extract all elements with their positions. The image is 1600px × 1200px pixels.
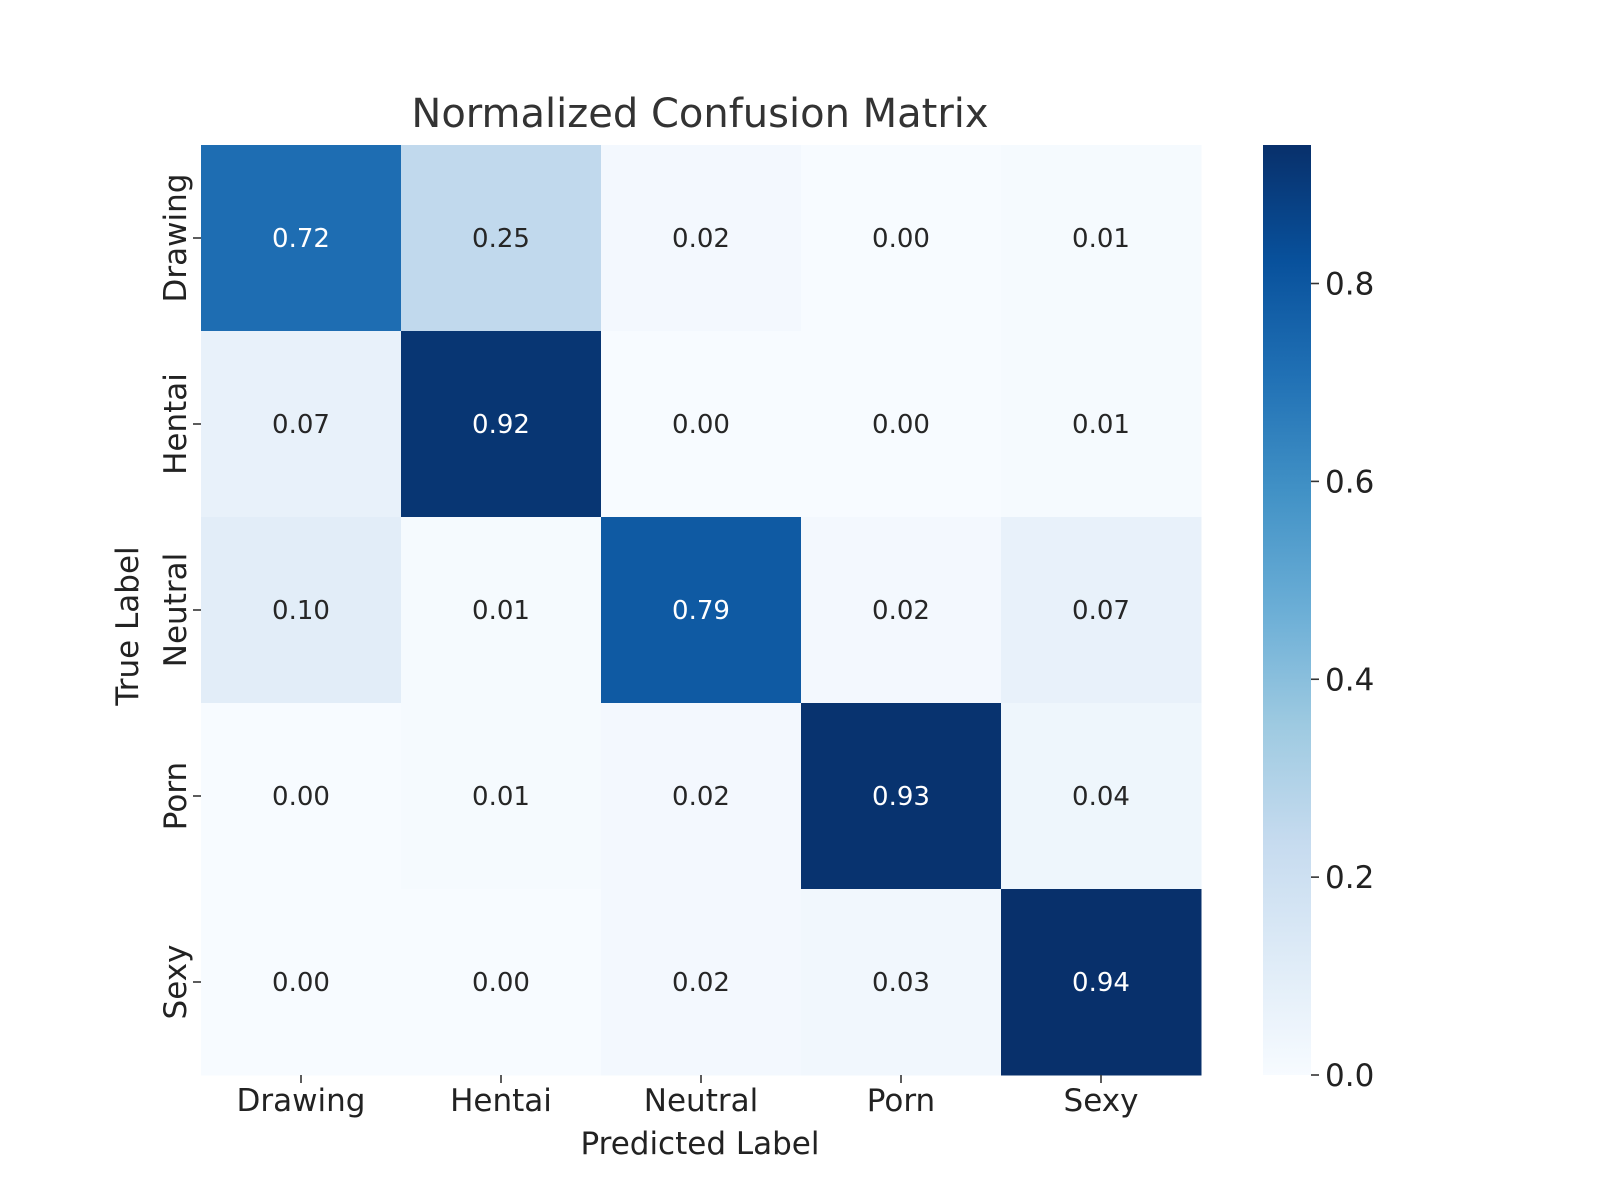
colorbar: [1263, 145, 1311, 1075]
x-tick-label: Porn: [867, 1083, 935, 1119]
y-tick-label: Hentai: [158, 373, 194, 475]
y-axis-ticks: Drawing Hentai Neutral Porn Sexy: [158, 174, 201, 1020]
cell-value-label: 0.25: [472, 224, 530, 254]
heatmap-cell-drawing-porn: [801, 145, 1002, 332]
heatmap-cell-sexy-porn: [801, 889, 1002, 1076]
cell-value-label: 0.72: [272, 224, 330, 254]
colorbar-tick-label: 0.0: [1325, 1058, 1374, 1094]
heatmap-cells: [201, 145, 1202, 1076]
x-axis-label: Predicted Label: [580, 1126, 819, 1162]
heatmap-cell-porn-drawing: [201, 703, 402, 890]
x-tick-label: Drawing: [237, 1083, 366, 1119]
heatmap-cell-drawing-hentai: [401, 145, 602, 332]
heatmap-cell-neutral-porn: [801, 517, 1002, 704]
heatmap-cell-neutral-neutral: [601, 517, 802, 704]
y-tick-label: Neutral: [158, 553, 194, 667]
heatmap-cell-porn-neutral: [601, 703, 802, 890]
colorbar-tick-label: 0.2: [1325, 860, 1374, 896]
cell-value-label: 0.02: [672, 968, 730, 998]
colorbar-tick-label: 0.8: [1325, 267, 1374, 303]
heatmap-cell-porn-hentai: [401, 703, 602, 890]
cell-value-label: 0.00: [872, 410, 930, 440]
heatmap-cell-sexy-drawing: [201, 889, 402, 1076]
y-tick-label: Porn: [158, 762, 194, 830]
cell-value-label: 0.79: [672, 596, 730, 626]
cell-value-label: 0.04: [1072, 782, 1130, 812]
heatmap-cell-porn-sexy: [1001, 703, 1202, 890]
cell-value-label: 0.02: [672, 224, 730, 254]
heatmap-cell-hentai-porn: [801, 331, 1002, 518]
cell-value-label: 0.01: [1072, 410, 1130, 440]
heatmap-cell-neutral-hentai: [401, 517, 602, 704]
cell-value-label: 0.92: [472, 410, 530, 440]
x-tick-label: Hentai: [450, 1083, 552, 1119]
heatmap-cell-drawing-neutral: [601, 145, 802, 332]
cell-value-label: 0.00: [472, 968, 530, 998]
cell-value-label: 0.03: [872, 968, 930, 998]
colorbar-tick-label: 0.4: [1325, 662, 1374, 698]
cell-value-label: 0.00: [672, 410, 730, 440]
cell-value-label: 0.00: [872, 224, 930, 254]
y-tick-label: Sexy: [158, 945, 194, 1020]
cell-value-label: 0.07: [1072, 596, 1130, 626]
x-tick-label: Neutral: [644, 1083, 758, 1119]
heatmap-cell-sexy-sexy: [1001, 889, 1202, 1076]
heatmap-cell-sexy-neutral: [601, 889, 802, 1076]
x-axis-ticks: Drawing Hentai Neutral Porn Sexy: [237, 1075, 1139, 1119]
colorbar-tick-label: 0.6: [1325, 464, 1374, 500]
cell-value-label: 0.02: [872, 596, 930, 626]
cell-value-label: 0.00: [272, 968, 330, 998]
heatmap-cell-hentai-sexy: [1001, 331, 1202, 518]
cell-value-label: 0.01: [472, 596, 530, 626]
heatmap-cell-drawing-drawing: [201, 145, 402, 332]
heatmap-cell-neutral-drawing: [201, 517, 402, 704]
cell-value-label: 0.10: [272, 596, 330, 626]
heatmap-cell-neutral-sexy: [1001, 517, 1202, 704]
heatmap-cell-hentai-drawing: [201, 331, 402, 518]
y-tick-label: Drawing: [158, 174, 194, 303]
heatmap-cell-labels: 0.72 0.25 0.02 0.00 0.01 0.07 0.92 0.00 0.00 0.01…: [272, 224, 1130, 998]
cell-value-label: 0.00: [272, 782, 330, 812]
cell-value-label: 0.01: [1072, 224, 1130, 254]
heatmap-cell-porn-porn: [801, 703, 1002, 890]
heatmap-cell-sexy-hentai: [401, 889, 602, 1076]
cell-value-label: 0.93: [872, 782, 930, 812]
y-axis-label: True Label: [110, 546, 146, 706]
heatmap-cell-hentai-hentai: [401, 331, 602, 518]
cell-value-label: 0.01: [472, 782, 530, 812]
cell-value-label: 0.02: [672, 782, 730, 812]
cell-value-label: 0.07: [272, 410, 330, 440]
heatmap-cell-drawing-sexy: [1001, 145, 1202, 332]
x-tick-label: Sexy: [1064, 1083, 1139, 1119]
cell-value-label: 0.94: [1072, 968, 1130, 998]
chart-title: Normalized Confusion Matrix: [411, 91, 988, 137]
colorbar-ticks: 0.0 0.2 0.4 0.6 0.8: [1311, 267, 1374, 1094]
heatmap-cell-hentai-neutral: [601, 331, 802, 518]
